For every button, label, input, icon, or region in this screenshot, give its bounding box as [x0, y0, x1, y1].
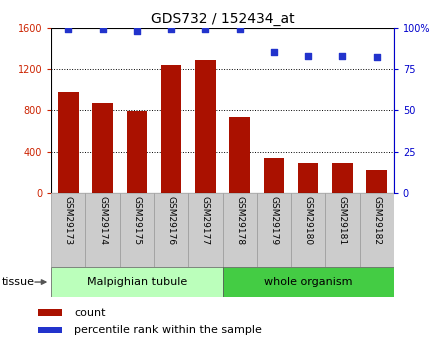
Point: [65, 27, 72, 32]
Text: GSM29178: GSM29178: [235, 196, 244, 245]
Bar: [154, 193, 188, 267]
Text: GSM29177: GSM29177: [201, 196, 210, 245]
Text: Malpighian tubule: Malpighian tubule: [87, 277, 187, 287]
Text: GSM29173: GSM29173: [64, 196, 73, 245]
Point: [168, 27, 175, 32]
Bar: [120, 193, 154, 267]
Text: count: count: [74, 308, 106, 317]
Text: GSM29181: GSM29181: [338, 196, 347, 245]
Bar: [291, 193, 325, 267]
Bar: [222, 193, 257, 267]
Bar: [92, 103, 113, 193]
Text: GSM29182: GSM29182: [372, 196, 381, 245]
Bar: [51, 267, 223, 297]
Bar: [263, 158, 284, 193]
Bar: [366, 170, 387, 193]
Bar: [257, 193, 291, 267]
Bar: [161, 65, 182, 193]
Point: [99, 27, 106, 32]
Bar: [85, 193, 120, 267]
Text: percentile rank within the sample: percentile rank within the sample: [74, 325, 262, 335]
Point: [134, 28, 141, 34]
Text: GDS732 / 152434_at: GDS732 / 152434_at: [151, 12, 294, 26]
Point: [373, 55, 380, 60]
Point: [305, 53, 312, 59]
Point: [202, 27, 209, 32]
Bar: [126, 111, 147, 193]
Point: [236, 27, 243, 32]
Bar: [38, 309, 62, 316]
Text: GSM29174: GSM29174: [98, 196, 107, 245]
Bar: [325, 193, 360, 267]
Bar: [38, 327, 62, 333]
Bar: [222, 267, 394, 297]
Text: GSM29175: GSM29175: [132, 196, 142, 245]
Text: whole organism: whole organism: [264, 277, 352, 287]
Bar: [360, 193, 394, 267]
Bar: [195, 60, 216, 193]
Bar: [188, 193, 222, 267]
Bar: [332, 163, 353, 193]
Bar: [229, 117, 250, 193]
Point: [271, 50, 278, 55]
Bar: [298, 163, 319, 193]
Text: GSM29176: GSM29176: [166, 196, 176, 245]
Text: GSM29179: GSM29179: [269, 196, 279, 245]
Text: GSM29180: GSM29180: [303, 196, 313, 245]
Bar: [51, 193, 85, 267]
Text: tissue: tissue: [2, 277, 35, 287]
Bar: [58, 92, 79, 193]
Point: [339, 53, 346, 59]
